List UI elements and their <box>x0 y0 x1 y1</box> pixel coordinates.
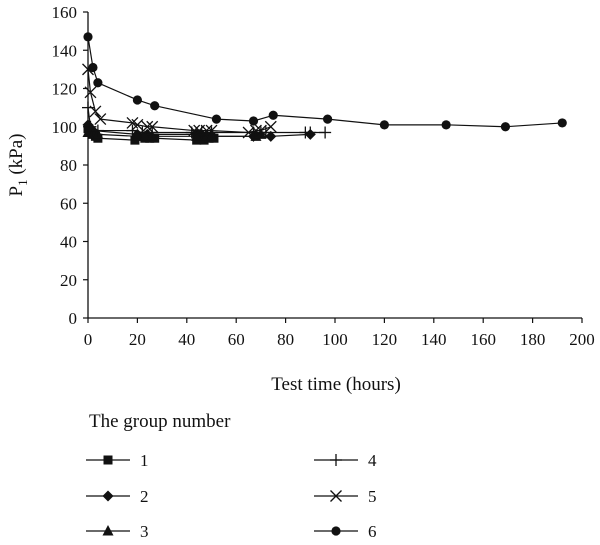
series-5-point <box>264 120 277 133</box>
legend-label: 4 <box>368 451 377 470</box>
series-6-point <box>500 122 511 132</box>
y-axis-label-main: P <box>6 186 27 197</box>
x-tick-label: 180 <box>520 330 546 349</box>
series-4-point <box>319 126 332 139</box>
legend-item-2: 2 <box>86 487 149 506</box>
legend-item-3: 3 <box>86 522 149 541</box>
y-axis-label-unit: (kPa) <box>6 134 27 180</box>
legend-item-6: 6 <box>314 522 377 541</box>
series-5-point <box>200 124 213 137</box>
legend-marker <box>102 525 114 536</box>
legend-marker <box>330 454 342 466</box>
x-tick-label: 200 <box>569 330 595 349</box>
y-tick-label: 140 <box>52 41 78 60</box>
legend-label: 6 <box>368 522 377 541</box>
series-5-point <box>141 120 154 133</box>
series-6-point <box>83 32 93 42</box>
x-tick-label: 80 <box>277 330 294 349</box>
legend: 1 2 3 4 5 6 <box>86 451 377 541</box>
series-5-point <box>84 86 97 99</box>
series-6-point <box>441 120 451 130</box>
x-tick-label: 20 <box>129 330 146 349</box>
legend-title: The group number <box>89 411 231 432</box>
series-2-point <box>265 130 277 142</box>
series-6-point <box>322 114 333 124</box>
series-5 <box>82 63 277 139</box>
series-4-point <box>205 126 218 139</box>
series-6-point <box>88 62 98 73</box>
series-4-point <box>304 126 317 139</box>
series-3-point <box>131 130 143 141</box>
legend-marker <box>330 490 342 502</box>
series-5-point <box>146 120 159 133</box>
series-3-point <box>191 130 203 141</box>
x-tick-label: 40 <box>178 330 195 349</box>
series-4-line <box>87 107 326 134</box>
y-tick-label: 60 <box>60 194 77 213</box>
series-5-point <box>94 113 107 126</box>
x-tick-label: 140 <box>421 330 447 349</box>
series-5-line <box>87 69 271 134</box>
legend-item-1: 1 <box>86 451 149 470</box>
series-5-point <box>89 105 102 118</box>
series-6-point <box>211 114 222 124</box>
legend-marker <box>102 490 114 502</box>
series-5-point <box>242 126 255 139</box>
series-6-point <box>557 118 567 128</box>
series-5-point <box>250 124 262 137</box>
series-5-point <box>131 118 144 131</box>
x-tick-label: 120 <box>372 330 398 349</box>
axes: 0 20 40 60 80 100 120 140 160 180 200 0 20 40 60 80 100 1… <box>52 3 595 349</box>
legend-label: 2 <box>140 487 149 506</box>
y-tick-label: 100 <box>52 118 78 137</box>
series-5-point <box>188 124 201 137</box>
x-tick-label: 0 <box>84 330 93 349</box>
series-5-point <box>254 124 267 137</box>
series-6-point <box>132 95 142 105</box>
legend-label: 1 <box>140 451 149 470</box>
y-tick-label: 0 <box>69 309 78 328</box>
x-axis-label: Test time (hours) <box>271 374 401 395</box>
legend-label: 5 <box>368 487 377 506</box>
series-6-point <box>248 116 259 126</box>
series-6-point <box>150 101 160 111</box>
series-4-point <box>91 124 104 137</box>
legend-item-5: 5 <box>314 487 377 506</box>
y-tick-label: 40 <box>60 233 77 252</box>
x-tick-label: 160 <box>470 330 496 349</box>
y-tick-label: 20 <box>60 271 77 290</box>
series-6-line <box>87 36 563 128</box>
y-axis-label-sub: 1 <box>15 179 30 186</box>
series-layer <box>82 32 567 145</box>
series-6-point <box>268 110 278 120</box>
y-tick-label: 80 <box>60 156 77 175</box>
y-tick-label: 160 <box>52 3 78 22</box>
y-tick-label: 120 <box>52 80 78 99</box>
legend-marker <box>103 455 113 465</box>
series-6-point <box>379 120 389 130</box>
legend-item-4: 4 <box>314 451 377 470</box>
series-5-point <box>205 124 218 137</box>
series-6-point <box>93 78 103 88</box>
legend-marker <box>331 526 341 536</box>
x-tick-label: 100 <box>322 330 348 349</box>
legend-label: 3 <box>140 522 149 541</box>
x-tick-label: 60 <box>228 330 245 349</box>
y-axis-label: P1 (kPa) <box>6 134 30 197</box>
series-6 <box>83 32 567 132</box>
